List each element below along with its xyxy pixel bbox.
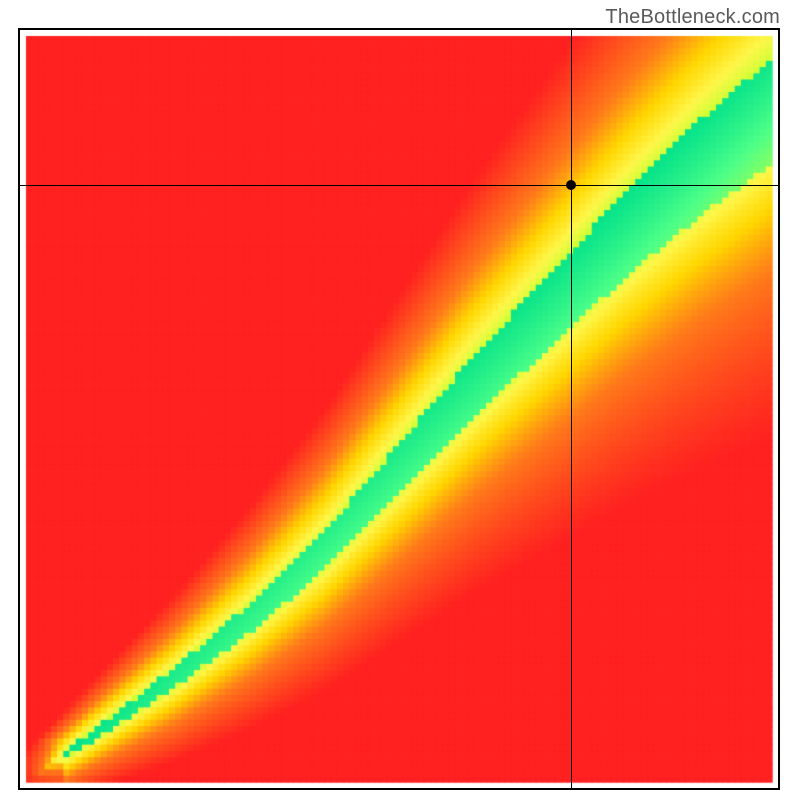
heatmap-canvas xyxy=(20,30,778,788)
crosshair-horizontal xyxy=(20,185,778,186)
crosshair-vertical xyxy=(571,30,572,788)
crosshair-marker xyxy=(566,180,576,190)
heatmap-inner xyxy=(20,30,778,788)
heatmap-frame xyxy=(18,28,780,790)
watermark-text: TheBottleneck.com xyxy=(605,6,780,29)
